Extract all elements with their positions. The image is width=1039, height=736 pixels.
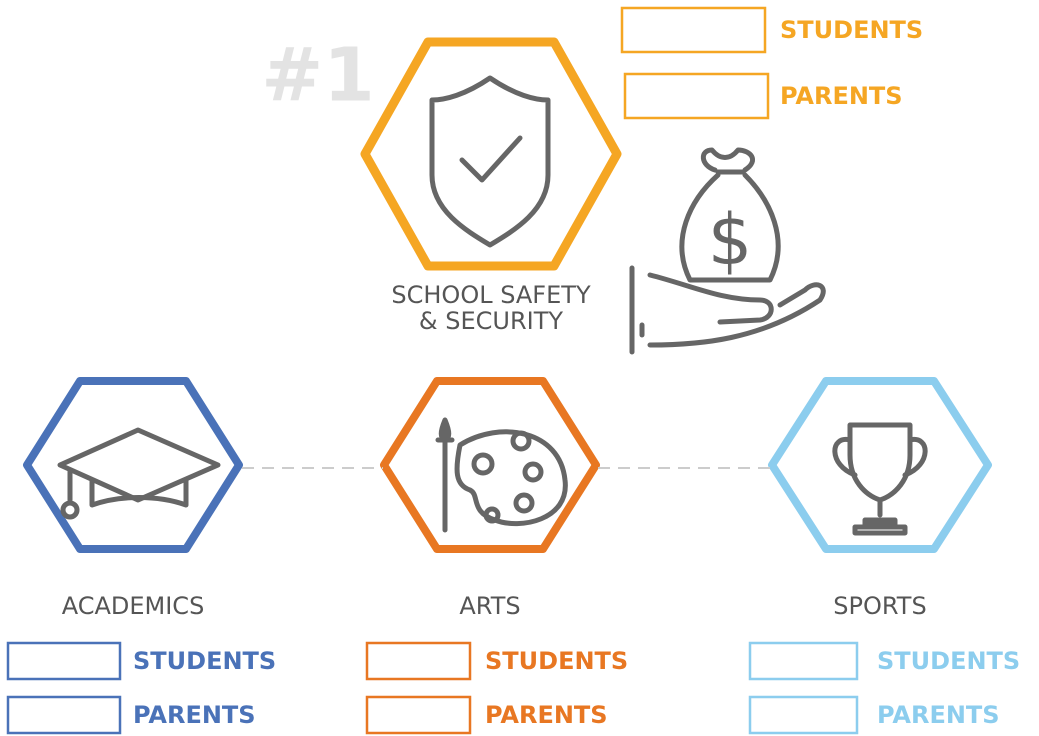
stat-group: PARENTS — [133, 701, 256, 729]
stat-group: PARENTS — [877, 701, 1000, 729]
stat-group: PARENTS — [485, 701, 608, 729]
palette-icon — [435, 417, 568, 533]
stat-box — [620, 6, 767, 54]
stat-group: STUDENTS — [780, 16, 923, 44]
category-label: & SECURITY — [419, 307, 563, 335]
hexagon — [360, 37, 622, 271]
stat-group: STUDENTS — [877, 647, 1020, 675]
money-icon: $ — [629, 147, 826, 355]
shield-icon — [429, 75, 551, 248]
stat-box — [6, 641, 122, 681]
stat-box — [748, 695, 859, 735]
category-label: SCHOOL SAFETY — [391, 281, 591, 309]
stat-group: STUDENTS — [485, 647, 628, 675]
stat-box — [623, 72, 770, 120]
stat-box — [748, 641, 859, 681]
category-label: ACADEMICS — [62, 592, 205, 620]
category-label: ARTS — [459, 592, 520, 620]
stat-box — [365, 641, 472, 681]
stat-box — [6, 695, 122, 735]
category-label: SPORTS — [833, 592, 926, 620]
stat-group: STUDENTS — [133, 647, 276, 675]
cap-icon — [57, 427, 221, 520]
hexagon — [768, 377, 992, 553]
dollar-sign: $ — [708, 199, 753, 281]
stat-group: PARENTS — [780, 82, 903, 110]
stat-box — [365, 695, 472, 735]
rank: #1 — [261, 33, 375, 119]
trophy-icon — [832, 422, 928, 536]
